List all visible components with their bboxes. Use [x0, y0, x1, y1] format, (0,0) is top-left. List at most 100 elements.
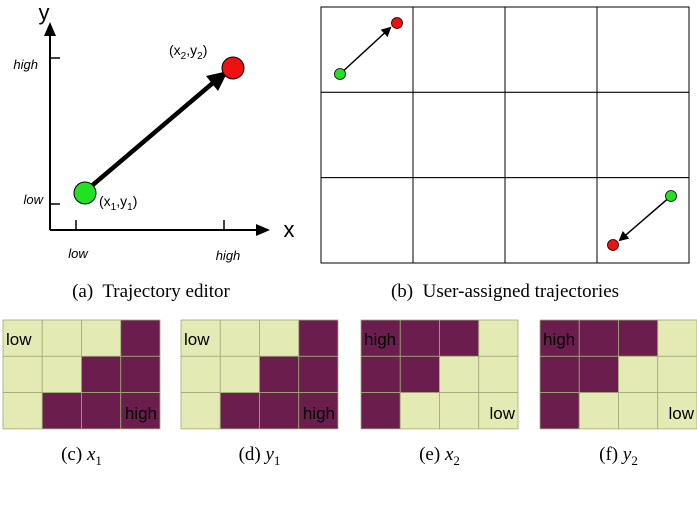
heatmap-cell — [298, 355, 339, 393]
heatmap-cell — [478, 319, 519, 357]
y-tick-label-high: high — [13, 57, 38, 72]
heatmap-cell — [539, 392, 580, 430]
heatmap-cell — [360, 319, 401, 357]
y-axis-arrowhead — [44, 22, 56, 36]
caption-b: (b) User-assigned trajectories — [391, 281, 619, 302]
heatmap-cell — [539, 355, 580, 393]
heatmap-cell — [578, 392, 619, 430]
trajectory-b1-start — [334, 68, 346, 80]
grid-cell — [504, 91, 598, 179]
heatmap-cell — [439, 319, 480, 357]
grid-cell — [504, 6, 598, 93]
heatmap-cell — [41, 392, 82, 430]
heatmap-panel: low high (c) x1 — [2, 319, 161, 468]
trajectory-b2-end — [607, 239, 619, 251]
heatmap-top-label: low — [6, 330, 32, 349]
heatmap-cell — [478, 392, 519, 430]
grid-cell — [504, 177, 598, 264]
heatmap-cell — [618, 355, 659, 393]
trajectory-b1-end — [391, 17, 403, 29]
heatmap-caption: (d) y1 — [239, 444, 281, 468]
grid-cell — [412, 177, 506, 264]
start-point-label: (x1,y1) — [99, 193, 137, 213]
heatmap-cell — [399, 355, 440, 393]
heatmap-cell — [219, 319, 260, 357]
heatmap-cell — [298, 392, 339, 430]
grid-cell — [412, 91, 506, 179]
trajectory-arrowhead — [206, 71, 228, 91]
x-axis-arrowhead — [256, 224, 270, 236]
grid-cell — [320, 91, 414, 179]
heatmap-cell — [478, 355, 519, 393]
heatmap-cell — [180, 392, 221, 430]
trajectory-arrow — [86, 80, 216, 191]
trajectory-b2-line — [618, 195, 672, 242]
heatmap-cell — [41, 319, 82, 357]
end-point-marker — [221, 56, 245, 80]
heatmap-panel: high low (f) y2 — [539, 319, 697, 468]
heatmap-cell — [360, 355, 401, 393]
heatmap-top-label: high — [364, 330, 396, 349]
heatmap-top-label: high — [543, 330, 575, 349]
heatmap-panel: low high (d) y1 — [180, 319, 339, 468]
grid-cell — [412, 6, 506, 93]
heatmap-cell — [81, 355, 122, 393]
heatmap-caption: (c) x1 — [61, 444, 102, 468]
heatmap-panel: high low (e) x2 — [360, 319, 519, 468]
heatmap-cell — [399, 319, 440, 357]
heatmap-cell — [657, 355, 697, 393]
y-tick-label-low: low — [23, 192, 44, 207]
caption-a: (a) Trajectory editor — [72, 281, 230, 302]
heatmap-cell — [618, 392, 659, 430]
heatmap-bottom-label: low — [489, 404, 515, 423]
heatmap-cell — [180, 319, 221, 357]
x-axis-label: x — [284, 217, 295, 242]
heatmap-cell — [657, 392, 697, 430]
trajectory-editor-panel: y x high low low high (x1,y1) (x2,y2) (a… — [13, 0, 294, 302]
heatmap-cell — [657, 319, 697, 357]
heatmap-cell — [81, 392, 122, 430]
heatmap-cell — [298, 319, 339, 357]
heatmap-bottom-label: high — [303, 404, 335, 423]
heatmap-bottom-label: low — [668, 404, 694, 423]
x-tick-label-low: low — [68, 246, 89, 261]
user-trajectories-panel: (b) User-assigned trajectories — [320, 6, 690, 302]
heatmap-caption: (f) y2 — [599, 444, 638, 468]
heatmap-cell — [360, 392, 401, 430]
heatmap-cell — [439, 392, 480, 430]
heatmap-cell — [219, 392, 260, 430]
y-axis-label: y — [39, 0, 50, 25]
heatmap-cell — [399, 392, 440, 430]
trajectory-b1-line — [339, 26, 392, 75]
heatmap-caption: (e) x2 — [419, 444, 460, 468]
heatmap-cell — [219, 355, 260, 393]
heatmap-cell — [618, 319, 659, 357]
trajectory-grid — [320, 6, 690, 264]
heatmap-cell — [81, 319, 122, 357]
heatmap-cell — [120, 319, 161, 357]
start-point-marker — [73, 181, 97, 205]
x-tick-label-high: high — [216, 248, 241, 263]
grid-cell — [596, 6, 690, 93]
heatmap-cell — [578, 355, 619, 393]
heatmap-cell — [259, 319, 300, 357]
heatmap-cell — [2, 355, 43, 393]
heatmap-cell — [539, 319, 580, 357]
grid-cell — [596, 91, 690, 179]
heatmap-cell — [41, 355, 82, 393]
heatmap-cell — [578, 319, 619, 357]
heatmap-cell — [120, 392, 161, 430]
heatmap-cell — [180, 355, 221, 393]
trajectory-b2-start — [665, 190, 677, 202]
grid-cell — [320, 177, 414, 264]
heatmap-cell — [259, 355, 300, 393]
heatmap-cell — [2, 392, 43, 430]
end-point-label: (x2,y2) — [169, 42, 207, 62]
heatmap-cell — [439, 355, 480, 393]
heatmap-cell — [120, 355, 161, 393]
heatmap-bottom-label: high — [125, 404, 157, 423]
heatmap-cell — [259, 392, 300, 430]
heatmap-top-label: low — [184, 330, 210, 349]
